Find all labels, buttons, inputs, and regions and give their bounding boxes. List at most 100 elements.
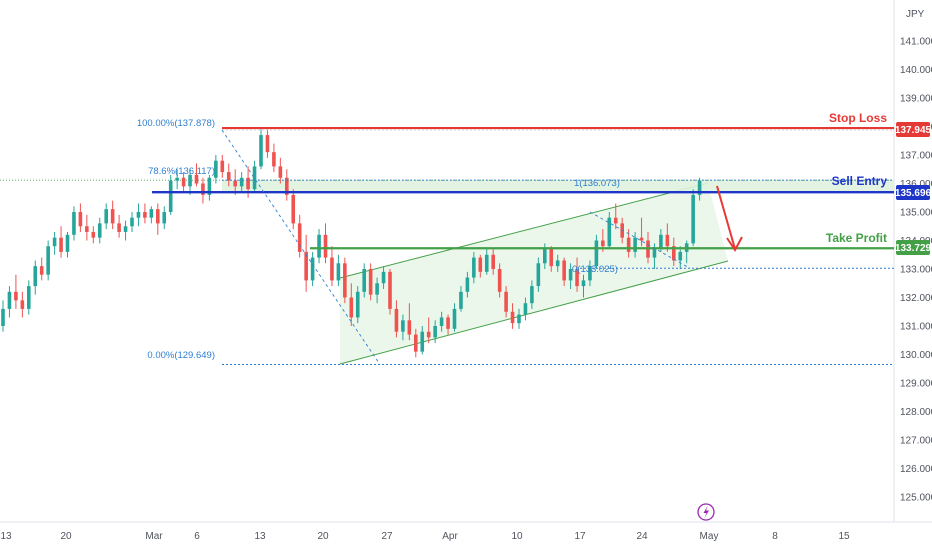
sell-zone-fill: [222, 180, 894, 193]
candle-body: [607, 217, 612, 247]
candle-body: [285, 177, 289, 195]
candle-body: [497, 269, 502, 292]
price-tick-label: 126.000: [900, 464, 932, 475]
candle-body: [78, 212, 83, 227]
candle-body: [168, 180, 173, 212]
candle-body: [652, 249, 657, 258]
candle-body: [130, 217, 134, 227]
candle-body: [549, 249, 554, 267]
fib-0-label: 0.00%(129.649): [147, 350, 215, 361]
time-tick-label: 6: [194, 531, 200, 542]
candle-body: [362, 269, 366, 292]
channel-upper-line: [339, 182, 709, 279]
candle-body: [355, 291, 360, 318]
price-tick-label: 137.000: [900, 151, 932, 162]
candle-body: [678, 251, 683, 261]
candle-body: [672, 246, 676, 261]
candle-body: [156, 209, 160, 224]
candle-body: [452, 308, 457, 329]
rising-channel-fill: [340, 183, 728, 364]
candle-body: [52, 237, 57, 247]
candle-body: [110, 209, 115, 224]
candle-body: [491, 254, 495, 269]
candle-body: [446, 317, 450, 329]
candle-body: [401, 320, 405, 332]
candle-body: [414, 334, 418, 352]
projection-arrow-line: [716, 185, 736, 250]
price-tick-label: 127.000: [900, 436, 932, 447]
candle-body: [149, 209, 154, 218]
sell-entry-tag-text: 135.696: [895, 188, 932, 199]
sell-entry-price-tag: 135.696: [895, 185, 932, 200]
candle-body: [484, 254, 489, 272]
stop-loss-tag-text: 137.945: [895, 125, 932, 136]
candle-body: [336, 263, 341, 281]
time-tick-label: 20: [317, 531, 329, 542]
candle-body: [368, 269, 373, 295]
currency-label: JPY: [906, 9, 925, 20]
candle-body: [259, 135, 263, 167]
price-tick-label: 129.000: [900, 379, 932, 390]
candle-body: [85, 226, 89, 232]
time-tick-label: 27: [381, 531, 393, 542]
candle-body: [33, 266, 38, 287]
price-tick-label: 139.000: [900, 94, 932, 105]
candle-body: [252, 166, 257, 190]
candle-body: [588, 266, 592, 281]
candle-body: [323, 234, 328, 258]
candle-body: [65, 234, 70, 252]
candle-body: [478, 257, 483, 272]
candle-body: [123, 226, 128, 232]
candle-body: [639, 237, 644, 241]
candle-body: [214, 160, 218, 178]
time-axis[interactable]: 13 20 Mar 6 13 20 27 Apr 10 17 24 May 8 15: [0, 531, 850, 542]
price-tick-label: 128.000: [900, 407, 932, 418]
candle-body: [46, 246, 50, 275]
time-tick-label: May: [700, 531, 719, 542]
candle-body: [143, 212, 147, 218]
candle-body: [59, 237, 63, 252]
price-tick-label: 125.000: [900, 493, 932, 504]
candle-body: [510, 311, 515, 324]
stop-loss-label: Stop Loss: [829, 111, 887, 125]
price-tick-label: 136.000: [900, 179, 932, 190]
candle-body: [97, 223, 102, 238]
candle-body: [691, 194, 695, 244]
take-profit-price-tag: 133.729: [895, 240, 932, 255]
candle-body: [659, 234, 663, 250]
candle-body: [72, 212, 76, 235]
price-tick-label: 135.000: [900, 208, 932, 219]
time-tick-label: 10: [511, 531, 523, 542]
time-tick-label: 24: [636, 531, 648, 542]
candle-body: [381, 271, 386, 284]
candle-body: [517, 314, 521, 324]
lightning-icon: [703, 506, 709, 518]
price-tick-label: 133.000: [900, 265, 932, 276]
stop-loss-price-tag: 137.945: [895, 122, 932, 137]
time-tick-label: 20: [60, 531, 72, 542]
candle-body: [117, 223, 121, 232]
sell-entry-tag-bg: [896, 185, 930, 200]
candle-body: [91, 231, 96, 238]
event-icon[interactable]: [697, 503, 715, 521]
take-profit-tag-text: 133.729: [895, 243, 932, 254]
price-tick-label: 130.000: [900, 350, 932, 361]
candle-body: [472, 257, 476, 278]
price-tick-label: 131.000: [900, 322, 932, 333]
candle-body: [226, 172, 231, 181]
candle-body: [459, 291, 463, 309]
candle-body: [246, 177, 250, 190]
candle-body: [343, 263, 347, 298]
candle-body: [439, 317, 444, 326]
candle-body: [633, 237, 637, 252]
candle-body: [162, 212, 167, 224]
time-tick-label: 17: [574, 531, 586, 542]
candle-body: [504, 291, 508, 312]
candle-body: [278, 166, 283, 178]
sell-entry-label: Sell Entry: [832, 174, 888, 188]
candle-body: [1, 308, 5, 326]
candle-body: [594, 240, 599, 267]
stop-loss-tag-bg: [896, 122, 930, 137]
fib-swing-connector: [221, 129, 381, 365]
